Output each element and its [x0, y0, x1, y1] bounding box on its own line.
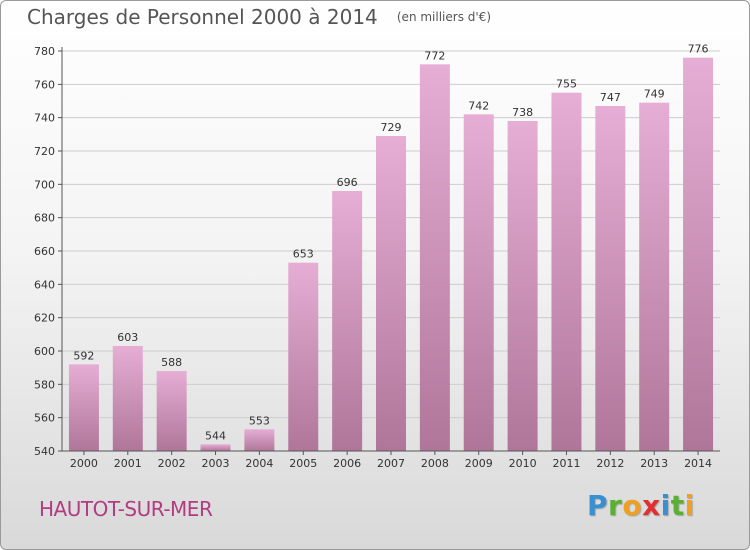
x-tick-label: 2009	[465, 457, 493, 470]
chart-subtitle: (en milliers d'€)	[396, 10, 491, 24]
data-label: 603	[117, 331, 138, 344]
y-tick-label: 680	[34, 212, 55, 225]
y-tick-label: 780	[34, 45, 55, 58]
bar	[683, 57, 714, 452]
data-label: 588	[161, 356, 182, 369]
x-tick-label: 2002	[158, 457, 186, 470]
logo-letter: i	[684, 489, 695, 522]
x-tick-label: 2012	[596, 457, 624, 470]
x-tick-label: 2003	[202, 457, 230, 470]
data-label: 544	[205, 429, 226, 442]
bar	[551, 92, 582, 452]
city-name: HAUTOT-SUR-MER	[39, 497, 213, 521]
data-label: 729	[381, 121, 402, 134]
bar	[419, 64, 450, 452]
bar	[288, 262, 319, 451]
y-tick-label: 540	[34, 445, 55, 458]
y-tick-label: 740	[34, 112, 55, 125]
axes	[58, 47, 720, 455]
x-tick-label: 2010	[509, 457, 537, 470]
data-label: 747	[600, 91, 621, 104]
y-tick-label: 600	[34, 345, 55, 358]
logo-letter: t	[670, 489, 685, 522]
y-tick-label: 720	[34, 145, 55, 158]
bar	[156, 371, 187, 451]
x-tick-label: 2001	[114, 457, 142, 470]
title-row: Charges de Personnel 2000 à 2014 (en mil…	[27, 5, 491, 29]
bar	[463, 114, 494, 451]
logo-letter: o	[622, 489, 643, 522]
x-tick-label: 2000	[70, 457, 98, 470]
y-tick-label: 760	[34, 78, 55, 91]
logo-letter: P	[587, 489, 609, 522]
bar	[200, 444, 231, 451]
bar	[112, 346, 143, 451]
data-label: 755	[556, 78, 577, 91]
bar	[244, 429, 275, 451]
bar	[332, 191, 363, 451]
data-label: 592	[73, 349, 94, 362]
data-label: 553	[249, 414, 270, 427]
data-label: 738	[512, 106, 533, 119]
x-tick-label: 2014	[684, 457, 712, 470]
proxiti-logo[interactable]: Proxiti	[587, 489, 695, 522]
x-tick-label: 2011	[552, 457, 580, 470]
bar	[507, 121, 538, 451]
data-label: 742	[468, 99, 489, 112]
x-tick-label: 2004	[245, 457, 273, 470]
bar	[68, 364, 99, 451]
chart-title: Charges de Personnel 2000 à 2014	[27, 5, 378, 29]
y-tick-label: 620	[34, 312, 55, 325]
data-label: 776	[688, 43, 709, 56]
logo-letter: i	[660, 489, 671, 522]
data-label: 772	[424, 49, 445, 62]
x-tick-label: 2008	[421, 457, 449, 470]
y-tick-label: 660	[34, 245, 55, 258]
bar	[376, 136, 406, 451]
bar	[595, 106, 626, 451]
data-label: 696	[337, 176, 358, 189]
labels: 540 560 580 600 620 640 660 680 700 720 740 760 780 5…	[34, 43, 712, 470]
data-label: 749	[644, 88, 665, 101]
logo-letter: x	[642, 489, 661, 522]
x-tick-label: 2005	[289, 457, 317, 470]
y-tick-label: 560	[34, 412, 55, 425]
x-tick-label: 2006	[333, 457, 361, 470]
bars	[68, 57, 714, 452]
bar	[639, 102, 670, 452]
x-tick-label: 2007	[377, 457, 405, 470]
y-tick-label: 700	[34, 178, 55, 191]
y-tick-label: 580	[34, 378, 55, 391]
x-tick-label: 2013	[640, 457, 668, 470]
y-tick-label: 640	[34, 278, 55, 291]
data-label: 653	[293, 248, 314, 261]
logo-letter: r	[608, 489, 623, 522]
